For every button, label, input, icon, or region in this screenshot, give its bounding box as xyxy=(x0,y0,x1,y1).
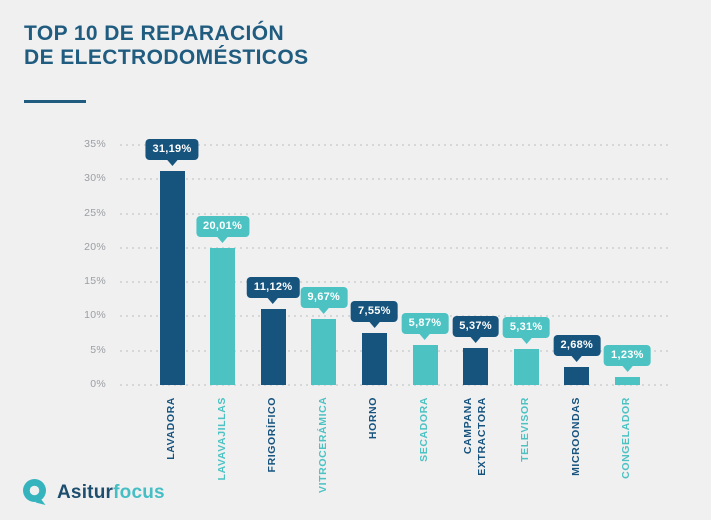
y-axis-tick-25-: 25% xyxy=(84,206,106,219)
x-axis-label-frigorifico: FRIGORÍFICO xyxy=(266,397,279,473)
value-bubble-lavavajillas: 20,01% xyxy=(196,215,250,243)
x-axis-label-lavavajillas: LAVAVAJILLAS xyxy=(215,397,228,481)
y-axis-tick-5-: 5% xyxy=(90,343,106,356)
value-label-horno: 7,55% xyxy=(351,301,398,323)
page-title: TOP 10 DE REPARACIÓN DE ELECTRODOMÉSTICO… xyxy=(24,22,309,71)
y-axis-tick-20-: 20% xyxy=(84,240,106,253)
value-bubble-pointer xyxy=(165,159,178,167)
value-bubble-vitroceramica: 9,67% xyxy=(300,286,348,314)
value-label-lavadora: 31,19% xyxy=(145,139,199,161)
brand-logo: Asiturfocus xyxy=(22,478,165,507)
value-bubble-pointer xyxy=(267,296,280,304)
y-axis-tick-35-: 35% xyxy=(84,138,106,150)
value-bubble-microondas: 2,68% xyxy=(553,334,601,362)
brand-name-focus: focus xyxy=(113,481,165,503)
value-bubble-frigorifico: 11,12% xyxy=(246,276,300,304)
value-bubble-pointer xyxy=(418,332,431,340)
title-underline-dash xyxy=(24,100,86,103)
value-bubble-secadora: 5,87% xyxy=(401,312,449,340)
value-bubble-lavadora: 31,19% xyxy=(145,139,199,167)
bar-lavadora xyxy=(159,171,185,385)
gridline-5- xyxy=(120,349,672,352)
gridline-30- xyxy=(120,178,672,181)
y-axis-tick-15-: 15% xyxy=(84,275,106,288)
bar-televisor xyxy=(513,348,539,385)
value-bubble-congelador: 1,23% xyxy=(604,344,651,372)
value-label-microondas: 2,68% xyxy=(553,334,601,356)
x-axis-label-microondas: MICROONDAS xyxy=(569,397,582,476)
value-label-vitroceramica: 9,67% xyxy=(300,286,348,308)
x-axis-label-vitroceramica: VITROCERÁMICA xyxy=(316,396,329,493)
value-bubble-pointer xyxy=(520,336,533,344)
value-bubble-pointer xyxy=(368,321,381,329)
bar-microondas xyxy=(564,366,590,385)
value-bubble-pointer xyxy=(216,235,229,243)
value-bubble-pointer xyxy=(469,336,482,344)
value-bubble-pointer xyxy=(621,364,634,372)
bar-campana-extractora xyxy=(463,348,489,385)
value-bubble-horno: 7,55% xyxy=(351,301,398,329)
value-bubble-pointer xyxy=(570,354,583,362)
value-label-lavavajillas: 20,01% xyxy=(196,215,250,237)
gridline-35- xyxy=(120,144,672,146)
brand-name-asitur: Asitur xyxy=(57,481,114,503)
bar-secadora xyxy=(412,344,438,385)
bar-horno xyxy=(361,333,387,385)
bar-congelador xyxy=(614,376,640,385)
value-label-frigorifico: 11,12% xyxy=(246,276,300,298)
x-axis-label-horno: HORNO xyxy=(367,397,380,440)
y-axis-tick-10-: 10% xyxy=(84,309,106,322)
value-bubble-televisor: 5,31% xyxy=(502,316,550,344)
y-axis-tick-0-: 0% xyxy=(90,378,106,390)
gridline-25- xyxy=(120,212,672,215)
gridline-0- xyxy=(120,384,672,386)
x-axis-label-televisor: TELEVISOR xyxy=(519,397,532,462)
value-label-secadora: 5,87% xyxy=(401,312,449,334)
asiturfocus-logo-icon xyxy=(23,479,46,505)
value-label-congelador: 1,23% xyxy=(604,344,651,366)
value-label-televisor: 5,31% xyxy=(502,316,550,338)
value-bubble-pointer xyxy=(317,306,330,314)
bar-frigorifico xyxy=(260,308,286,385)
y-axis-tick-30-: 30% xyxy=(84,172,106,185)
value-label-campana-extractora: 5,37% xyxy=(452,316,499,338)
gridline-20- xyxy=(120,246,672,249)
brand-wordmark: Asiturfocus xyxy=(57,482,165,504)
bar-vitroceramica xyxy=(311,318,337,385)
page-title-line2: DE ELECTRODOMÉSTICOS xyxy=(24,46,309,70)
x-axis-label-campana-extractora: CAMPANA EXTRACTORA xyxy=(461,397,488,476)
page-title-line1: TOP 10 DE REPARACIÓN xyxy=(24,22,285,45)
value-bubble-campana-extractora: 5,37% xyxy=(452,316,499,344)
x-axis-label-secadora: SECADORA xyxy=(418,397,431,462)
gridline-15- xyxy=(120,281,672,284)
x-axis-label-congelador: CONGELADOR xyxy=(620,397,633,479)
bar-lavavajillas xyxy=(210,247,236,385)
